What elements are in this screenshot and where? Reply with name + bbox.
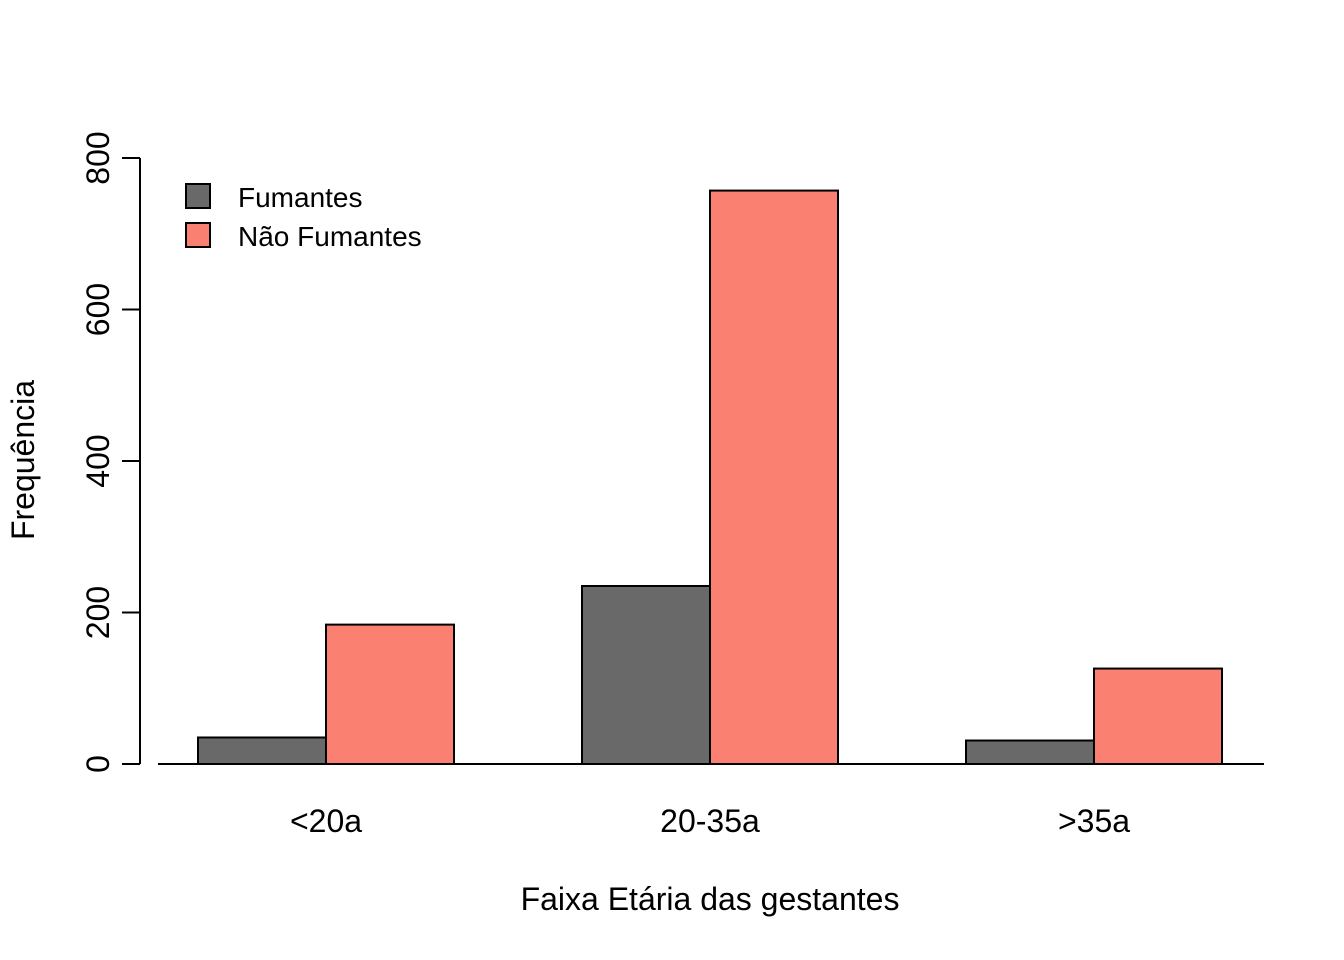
x-tick-labels: <20a 20-35a >35a bbox=[290, 803, 1130, 839]
x-tick-label: >35a bbox=[1058, 803, 1130, 839]
legend: Fumantes Não Fumantes bbox=[185, 182, 422, 252]
legend-swatch bbox=[185, 183, 211, 209]
bars-group bbox=[197, 189, 1223, 766]
x-axis-title: Faixa Etária das gestantes bbox=[521, 881, 900, 917]
bar-fumantes-2 bbox=[965, 739, 1095, 766]
y-axis-title: Frequência bbox=[5, 380, 41, 540]
legend-swatch bbox=[185, 222, 211, 248]
y-tick-label: 400 bbox=[80, 434, 116, 487]
y-tick-label: 200 bbox=[80, 586, 116, 639]
y-tick-label: 600 bbox=[80, 283, 116, 336]
y-axis: 0 200 400 600 800 bbox=[80, 131, 141, 773]
bar-nao-fumantes-0 bbox=[325, 623, 455, 765]
legend-label: Fumantes bbox=[238, 182, 363, 213]
legend-label: Não Fumantes bbox=[238, 221, 422, 252]
x-tick-label: <20a bbox=[290, 803, 362, 839]
bar-nao-fumantes-1 bbox=[709, 189, 839, 765]
bar-nao-fumantes-2 bbox=[1093, 667, 1223, 765]
bar-fumantes-0 bbox=[197, 736, 327, 765]
x-tick-label: 20-35a bbox=[660, 803, 760, 839]
y-tick-label: 0 bbox=[80, 755, 116, 773]
y-tick-label: 800 bbox=[80, 131, 116, 184]
bar-fumantes-1 bbox=[581, 584, 711, 765]
